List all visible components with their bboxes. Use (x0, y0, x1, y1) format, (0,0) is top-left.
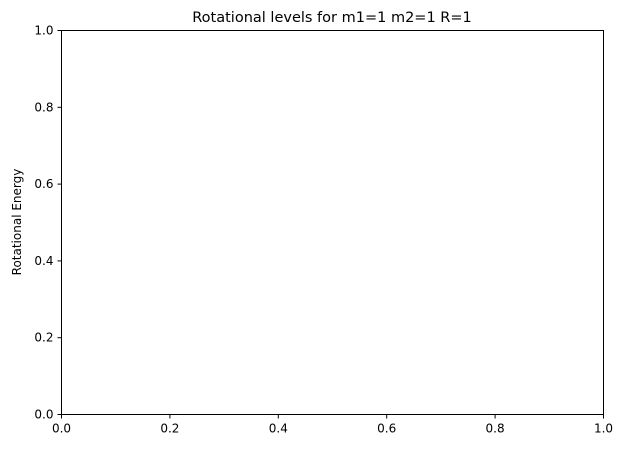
chart-title: Rotational levels for m1=1 m2=1 R=1 (192, 10, 471, 26)
y-tick-label: 0.2 (34, 331, 53, 345)
y-tick-label: 0.8 (34, 100, 53, 114)
x-tick-label: 0.6 (377, 422, 396, 436)
y-axis-ticks: 0.0 0.2 0.4 0.6 0.8 1.0 (34, 24, 62, 422)
plot-area (61, 30, 604, 415)
y-tick-label: 0.0 (34, 408, 53, 422)
x-tick-label: 1.0 (594, 422, 613, 436)
x-tick-label: 0.2 (160, 422, 179, 436)
x-axis-ticks: 0.0 0.2 0.4 0.6 0.8 1.0 (52, 414, 613, 436)
y-tick-label: 1.0 (34, 24, 53, 38)
y-tick-label: 0.6 (34, 177, 53, 191)
y-tick-label: 0.4 (34, 254, 53, 268)
x-tick-label: 0.8 (486, 422, 505, 436)
y-axis-label: Rotational Energy (10, 169, 24, 276)
x-tick-label: 0.4 (269, 422, 288, 436)
x-tick-label: 0.0 (52, 422, 71, 436)
